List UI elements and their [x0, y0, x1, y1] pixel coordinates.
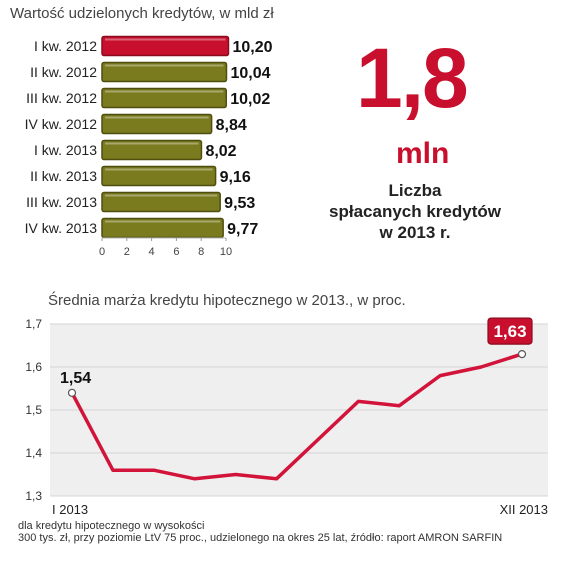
- data-point: [193, 477, 197, 481]
- x-start-label: I 2013: [52, 502, 88, 517]
- line-chart: 1,3 1,4 1,5 1,6 1,7 1,54 1,63 I 2013 XII 2013: [25, 317, 548, 517]
- bar-category-label: IV kw. 2013: [25, 220, 98, 236]
- y-tick-label: 1,7: [25, 317, 42, 331]
- data-point: [438, 374, 442, 378]
- data-point: [356, 399, 360, 403]
- annotated-point-marker: [67, 388, 77, 397]
- end-value-badge: [487, 317, 533, 345]
- data-point: [315, 438, 319, 442]
- bar-value-label: 8,02: [205, 143, 236, 160]
- stat-caption-line: spłacanych kredytów: [329, 202, 501, 221]
- stat-caption-line: w 2013 r.: [379, 223, 451, 242]
- footnote-line: 300 tys. zł, przy poziomie LtV 75 proc.,…: [18, 532, 503, 544]
- data-point: [152, 468, 156, 472]
- data-point: [479, 365, 483, 369]
- data-point: [111, 468, 115, 472]
- bar: [101, 113, 213, 135]
- bar-category-label: II kw. 2013: [30, 168, 97, 184]
- x-tick-label: 0: [99, 246, 105, 258]
- bar-value-label: 9,53: [224, 195, 255, 212]
- bar-chart-title: Wartość udzielonych kredytów, w mld zł: [10, 5, 274, 22]
- footnote-line: dla kredytu hipotecznego w wysokości: [18, 520, 205, 532]
- bar: [101, 61, 228, 83]
- x-tick-label: 6: [173, 246, 179, 258]
- stat-caption: Liczba spłacanych kredytów w 2013 r.: [320, 180, 510, 243]
- end-value-label: 1,63: [493, 322, 526, 341]
- stat-unit: mln: [396, 137, 450, 170]
- line-chart-title: Średnia marża kredytu hipotecznego w 201…: [48, 292, 406, 309]
- bar-category-label: II kw. 2012: [30, 64, 97, 80]
- bar-category-label: III kw. 2013: [26, 194, 97, 210]
- x-tick-label: 2: [124, 246, 130, 258]
- footnote: dla kredytu hipotecznego w wysokości 300…: [18, 520, 502, 544]
- bar-category-label: III kw. 2012: [26, 90, 97, 106]
- y-tick-label: 1,4: [25, 446, 42, 460]
- bar-value-label: 9,16: [220, 169, 251, 186]
- x-tick-label: 4: [149, 246, 155, 258]
- bar-category-label: I kw. 2013: [34, 142, 97, 158]
- bar: [101, 191, 221, 213]
- stat-big-number: 1,8: [356, 31, 469, 125]
- data-point: [397, 404, 401, 408]
- bar-chart: I kw. 2012 10,20 II kw. 2012 10,04 III kw. 2…: [25, 35, 273, 258]
- data-point: [275, 477, 279, 481]
- x-tick-label: 10: [220, 246, 232, 258]
- bar: [101, 87, 227, 109]
- y-tick-label: 1,5: [25, 403, 42, 417]
- margin-series-line: [70, 352, 524, 481]
- data-point: [234, 473, 238, 476]
- bar-value-label: 9,77: [227, 221, 258, 238]
- y-tick-label: 1,6: [25, 360, 42, 374]
- bar-value-label: 10,04: [230, 65, 270, 82]
- stat-caption-line: Liczba: [388, 181, 442, 200]
- bar: [101, 165, 217, 187]
- bar-value-label: 8,84: [216, 117, 247, 134]
- bar: [101, 139, 203, 161]
- y-tick-label: 1,3: [25, 489, 42, 503]
- bar-value-label: 10,20: [232, 39, 272, 56]
- bar-value-label: 10,02: [230, 91, 270, 108]
- x-tick-label: 8: [198, 246, 204, 258]
- bar-highlighted: [101, 35, 230, 57]
- x-end-label: XII 2013: [500, 502, 548, 517]
- bar-category-label: IV kw. 2012: [25, 116, 98, 132]
- annotated-point-marker: [517, 349, 527, 359]
- start-value-label: 1,54: [60, 370, 91, 387]
- bar-category-label: I kw. 2012: [34, 38, 97, 54]
